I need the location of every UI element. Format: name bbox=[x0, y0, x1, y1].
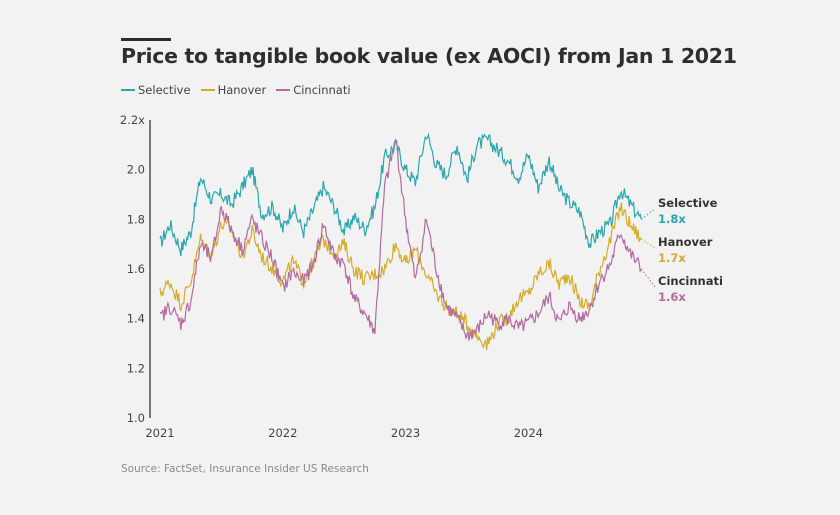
end-label-value-cincinnati: 1.6x bbox=[658, 290, 686, 304]
y-tick-label: 1.8 bbox=[127, 212, 145, 226]
x-tick-label: 2023 bbox=[391, 426, 420, 440]
legend-item-cincinnati[interactable]: Cincinnati bbox=[276, 83, 351, 97]
legend-label-cincinnati: Cincinnati bbox=[293, 83, 351, 97]
end-connector-selective bbox=[641, 208, 656, 220]
title-rule bbox=[121, 38, 171, 41]
y-tick-label: 1.4 bbox=[127, 312, 145, 326]
end-labels: Selective 1.8x Hanover 1.7x Cincinnati 1.6x bbox=[640, 196, 723, 304]
y-tick-label: 1.2 bbox=[127, 361, 145, 375]
legend-label-selective: Selective bbox=[138, 83, 191, 97]
y-tick-label: 2.2x bbox=[120, 113, 145, 127]
legend: Selective Hanover Cincinnati bbox=[121, 83, 351, 97]
x-tick-label: 2022 bbox=[268, 426, 297, 440]
legend-item-selective[interactable]: Selective bbox=[121, 83, 191, 97]
end-label-name-selective: Selective bbox=[658, 196, 718, 210]
source-note: Source: FactSet, Insurance Insider US Re… bbox=[121, 463, 369, 475]
end-connector-cincinnati bbox=[640, 268, 656, 288]
series-line-hanover bbox=[159, 202, 642, 351]
legend-item-hanover[interactable]: Hanover bbox=[200, 83, 267, 97]
legend-swatch-hanover bbox=[200, 89, 215, 91]
y-axis-ticks: 1.0 1.2 1.4 1.6 1.8 2.0 2.2x bbox=[120, 113, 145, 425]
end-label-name-cincinnati: Cincinnati bbox=[658, 274, 723, 288]
series-line-cincinnati bbox=[159, 140, 642, 341]
legend-swatch-selective bbox=[121, 89, 135, 91]
series-line-selective bbox=[159, 132, 642, 257]
legend-swatch-cincinnati bbox=[276, 89, 291, 91]
legend-label-hanover: Hanover bbox=[217, 83, 267, 97]
y-tick-label: 2.0 bbox=[127, 163, 145, 177]
x-axis-ticks: 2021 2022 2023 2024 bbox=[145, 426, 543, 440]
series-lines bbox=[159, 132, 642, 351]
chart-title: Price to tangible book value (ex AOCI) f… bbox=[121, 44, 737, 68]
end-label-value-selective: 1.8x bbox=[658, 212, 686, 226]
end-connector-hanover bbox=[641, 238, 656, 249]
y-tick-label: 1.6 bbox=[127, 262, 145, 276]
end-label-name-hanover: Hanover bbox=[658, 235, 713, 249]
x-tick-label: 2021 bbox=[145, 426, 174, 440]
y-tick-label: 1.0 bbox=[127, 411, 145, 425]
end-label-value-hanover: 1.7x bbox=[658, 251, 686, 265]
x-tick-label: 2024 bbox=[514, 426, 543, 440]
